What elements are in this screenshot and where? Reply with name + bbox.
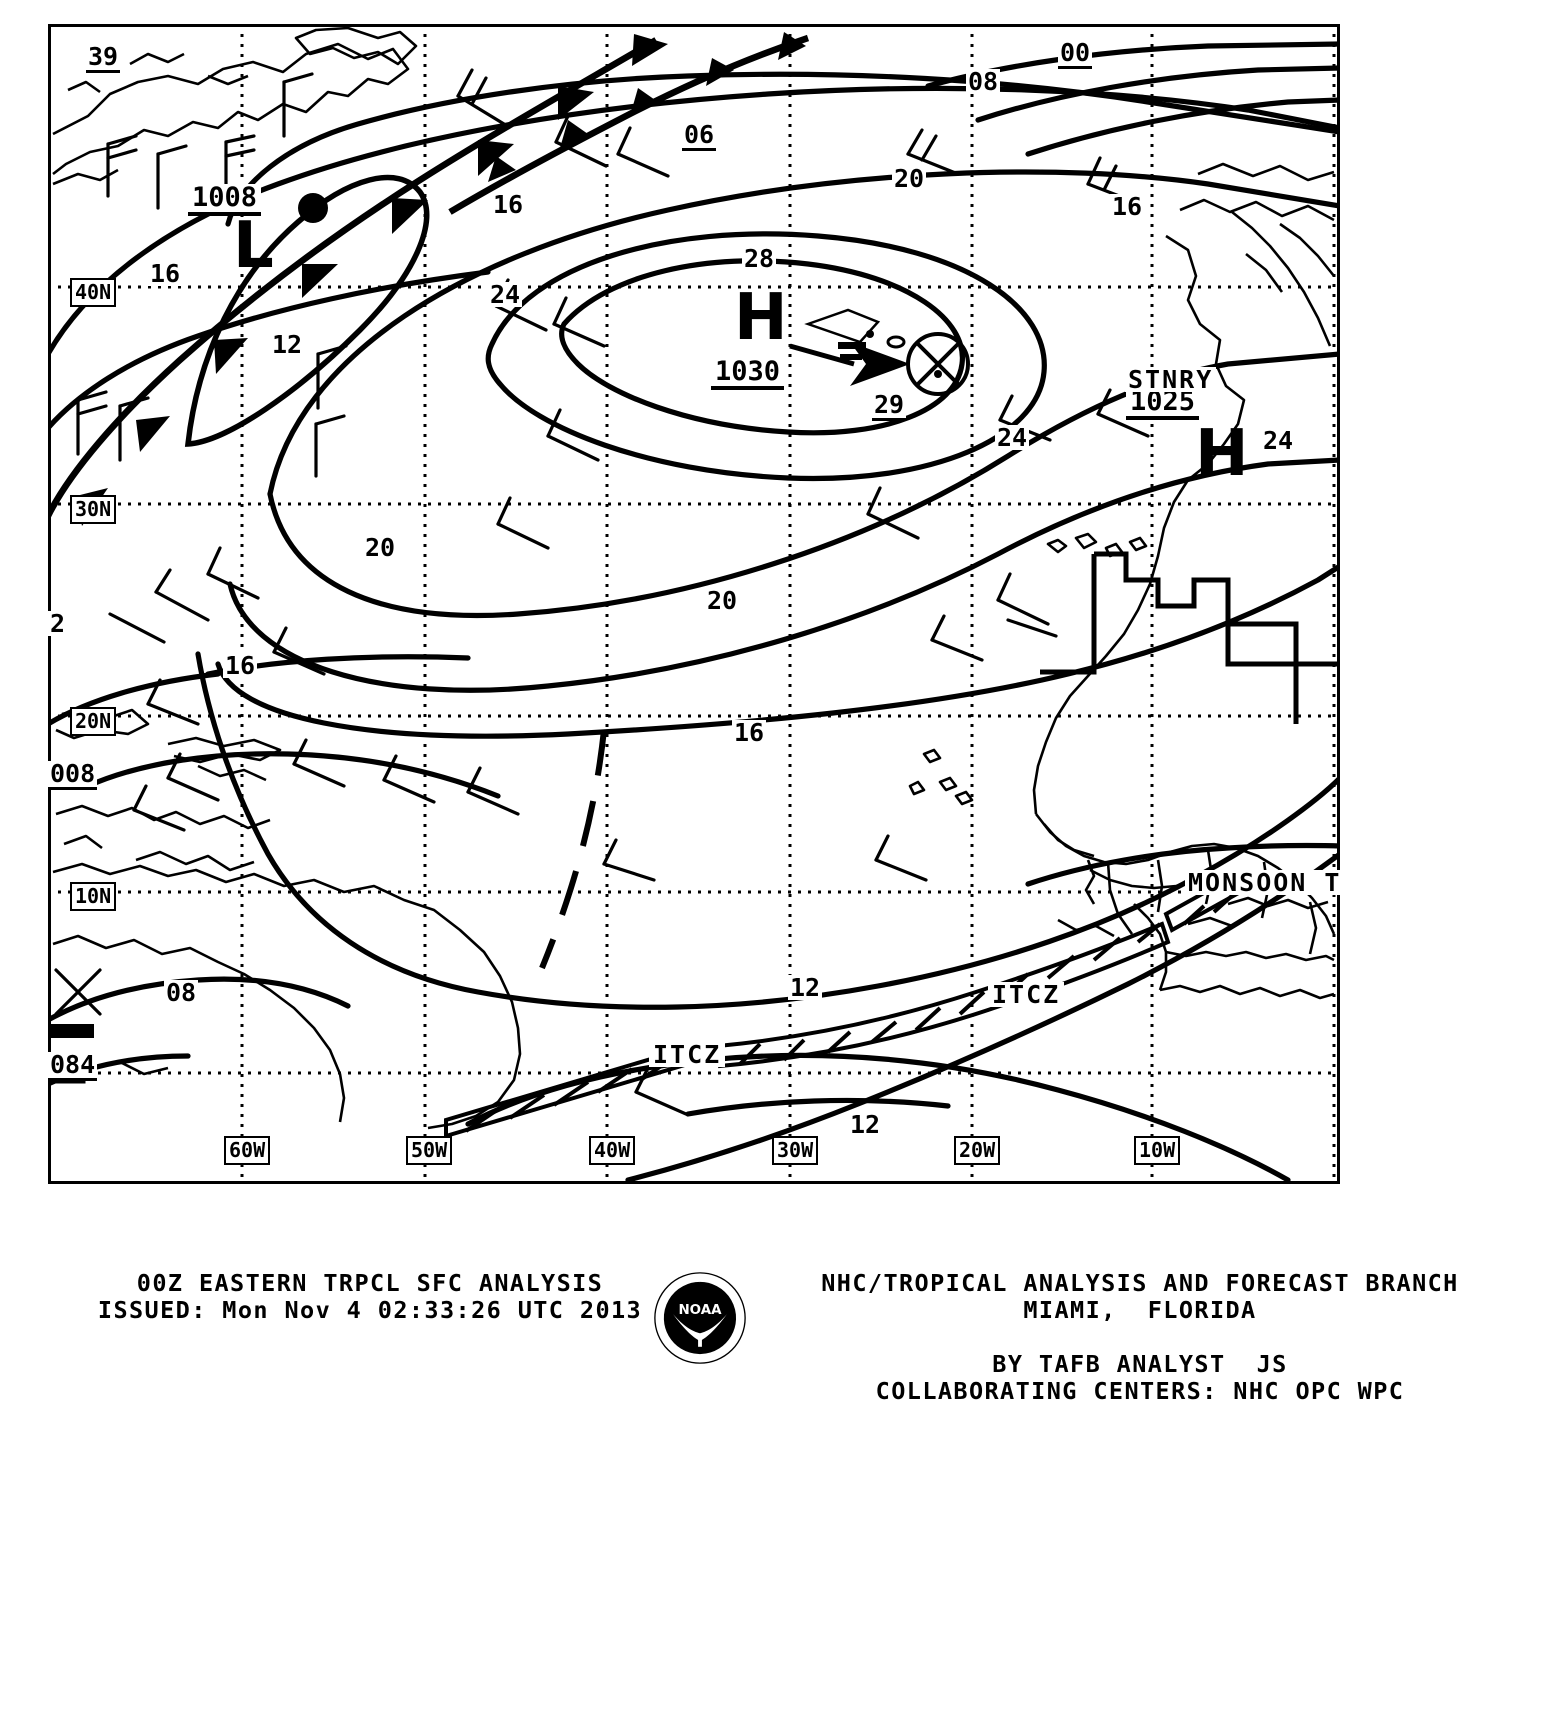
product-footer: 00Z EASTERN TRPCL SFC ANALYSIS ISSUED: M…	[0, 1250, 1542, 1440]
lon-tick-60w: 60W	[224, 1136, 271, 1165]
product-issued-time: ISSUED: Mon Nov 4 02:33:26 UTC 2013	[97, 1296, 643, 1324]
isobar-label-39: 39	[86, 42, 121, 73]
high-center-symbol: H	[734, 281, 788, 355]
low-center-trough	[184, 174, 430, 447]
lon-tick-40w: 40W	[589, 1136, 636, 1165]
monsoon-trough-label: MONSOON T	[1185, 870, 1345, 895]
isobar-label-20-n: 20	[892, 164, 927, 193]
agency-location: MIAMI, FLORIDA	[1023, 1296, 1257, 1324]
warm-front	[448, 32, 810, 215]
isobar-label-08-sw: 08	[164, 978, 199, 1007]
collaborating-centers-line: COLLABORATING CENTERS: NHC OPC WPC	[875, 1377, 1405, 1405]
low-center-symbol: L	[233, 209, 274, 283]
warm-front-bumps	[488, 32, 806, 182]
isobar-label-16-nw: 16	[491, 190, 526, 219]
isobar-label-24-nw: 24	[488, 280, 523, 309]
isobars	[48, 41, 1340, 1183]
high-center-symbol-east: H	[1195, 417, 1249, 491]
isobar-label-16-s: 16	[732, 718, 767, 747]
trough-dashed-line	[539, 729, 607, 970]
isobar-label-24-e: 24	[995, 423, 1030, 452]
isobar-label-20-w: 20	[363, 533, 398, 562]
stationary-front-label: STNRY	[1125, 367, 1217, 392]
isobar-label-2-w: 2	[48, 609, 68, 638]
itcz-band-east	[715, 921, 1171, 1069]
surface-analysis-map: 40N 30N 20N 10N 60W 50W 40W 30W 20W 10W …	[48, 24, 1345, 1184]
itcz-label-east: ITCZ	[988, 982, 1065, 1007]
lon-tick-50w: 50W	[406, 1136, 453, 1165]
itcz-label-west: ITCZ	[649, 1042, 726, 1067]
isobar-label-06: 06	[682, 120, 717, 151]
lon-tick-10w: 10W	[1134, 1136, 1181, 1165]
footer-right-block: NHC/TROPICAL ANALYSIS AND FORECAST BRANC…	[760, 1270, 1520, 1405]
noaa-logo: NOAA	[654, 1272, 746, 1364]
noaa-logo-text: NOAA	[678, 1303, 722, 1318]
low-center-pressure: 1008	[188, 184, 262, 216]
analyst-line: BY TAFB ANALYST JS	[992, 1350, 1288, 1378]
high-center-pressure-east: 1025	[1126, 388, 1200, 420]
footer-left-block: 00Z EASTERN TRPCL SFC ANALYSIS ISSUED: M…	[60, 1270, 680, 1324]
isobar-label-28: 28	[742, 244, 777, 273]
isobar-label-24-far-e: 24	[1261, 426, 1296, 455]
lat-tick-30n: 30N	[70, 495, 117, 524]
lat-tick-10n: 10N	[70, 882, 117, 911]
wind-barbs	[50, 68, 1150, 1116]
isobar-label-16-sw: 16	[223, 651, 258, 680]
isobar-label-12-s: 12	[788, 973, 823, 1002]
lat-tick-20n: 20N	[70, 707, 117, 736]
isobar-label-12-nw: 12	[270, 330, 305, 359]
isobar-label-20-c: 20	[705, 586, 740, 615]
isobar-label-29: 29	[872, 390, 907, 421]
isobar-label-008: 008	[48, 759, 98, 790]
cold-front-pips	[76, 34, 668, 526]
agency-name: NHC/TROPICAL ANALYSIS AND FORECAST BRANC…	[821, 1269, 1459, 1297]
high-center-marker	[789, 308, 970, 396]
product-title: 00Z EASTERN TRPCL SFC ANALYSIS	[136, 1269, 604, 1297]
isobar-label-08-ne: 08	[966, 67, 1001, 96]
high-center-pressure: 1030	[711, 358, 785, 390]
isobar-label-00: 00	[1058, 38, 1093, 69]
lat-tick-40n: 40N	[70, 278, 117, 307]
cold-front	[48, 34, 668, 526]
lon-tick-30w: 30W	[772, 1136, 819, 1165]
lon-tick-20w: 20W	[954, 1136, 1001, 1165]
isobar-label-16-ne: 16	[1110, 192, 1145, 221]
low-center-dot	[298, 193, 328, 223]
isobar-label-16-w: 16	[148, 259, 183, 288]
isobar-label-12-far-s: 12	[848, 1110, 883, 1139]
isobar-label-084: 084	[48, 1050, 98, 1081]
